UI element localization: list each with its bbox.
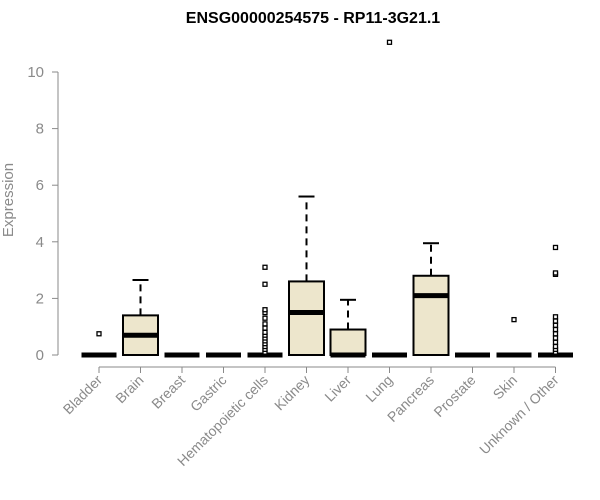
iqr-box: [329, 328, 367, 356]
y-axis: 0 2 4 6 8 10: [27, 64, 59, 364]
box-bladder: [81, 331, 117, 358]
outlier-point: [262, 315, 268, 321]
box-skin: [496, 316, 532, 358]
plot-area: [81, 39, 573, 358]
y-tick-label: 10: [27, 64, 44, 81]
y-tick-label: 0: [36, 347, 44, 364]
box-pancreas: [412, 242, 450, 357]
y-tick-label: 2: [36, 290, 44, 307]
iqr-box: [412, 274, 450, 357]
outlier-point: [262, 325, 268, 331]
y-axis-label: Expression: [0, 163, 17, 237]
outlier-point: [552, 318, 559, 324]
y-tick-label: 8: [36, 121, 44, 138]
box-brain: [122, 279, 159, 357]
outlier-point: [552, 335, 559, 341]
outlier-point: [552, 270, 559, 276]
x-tick-label: Lung: [362, 372, 395, 405]
outlier-point: [262, 281, 268, 287]
outlier-point: [262, 307, 268, 313]
box-hematopoietic-cells: [247, 264, 283, 358]
x-tick-label: Bladder: [60, 372, 106, 418]
box-liver: [329, 298, 367, 358]
outlier-point: [552, 339, 559, 345]
outlier-point: [552, 322, 559, 328]
outlier-point: [552, 343, 559, 350]
outlier-point: [262, 321, 268, 327]
x-tick-label: Skin: [490, 372, 521, 403]
outlier-point: [262, 264, 268, 270]
outlier-point: [511, 316, 517, 323]
iqr-box: [288, 280, 325, 357]
box-unknown-other: [538, 244, 573, 358]
x-tick-label: Prostate: [430, 372, 478, 420]
x-tick-label: Unknown / Other: [476, 372, 562, 458]
x-tick-label: Kidney: [271, 372, 313, 414]
x-tick-label: Liver: [321, 372, 354, 405]
outlier-point: [552, 331, 559, 337]
x-tick-label: Brain: [112, 372, 146, 406]
chart-title: ENSG00000254575 - RP11-3G21.1: [186, 10, 441, 27]
outlier-point: [552, 326, 559, 333]
y-tick-label: 6: [36, 177, 44, 194]
outlier-point: [552, 314, 559, 320]
outlier-point: [386, 39, 393, 45]
x-tick-label: Breast: [148, 372, 188, 412]
outlier-point: [262, 329, 268, 336]
box-kidney: [288, 195, 325, 357]
outlier-point: [552, 244, 559, 251]
outlier-point: [96, 331, 102, 337]
box-lung: [372, 39, 407, 358]
y-tick-label: 4: [36, 234, 44, 251]
